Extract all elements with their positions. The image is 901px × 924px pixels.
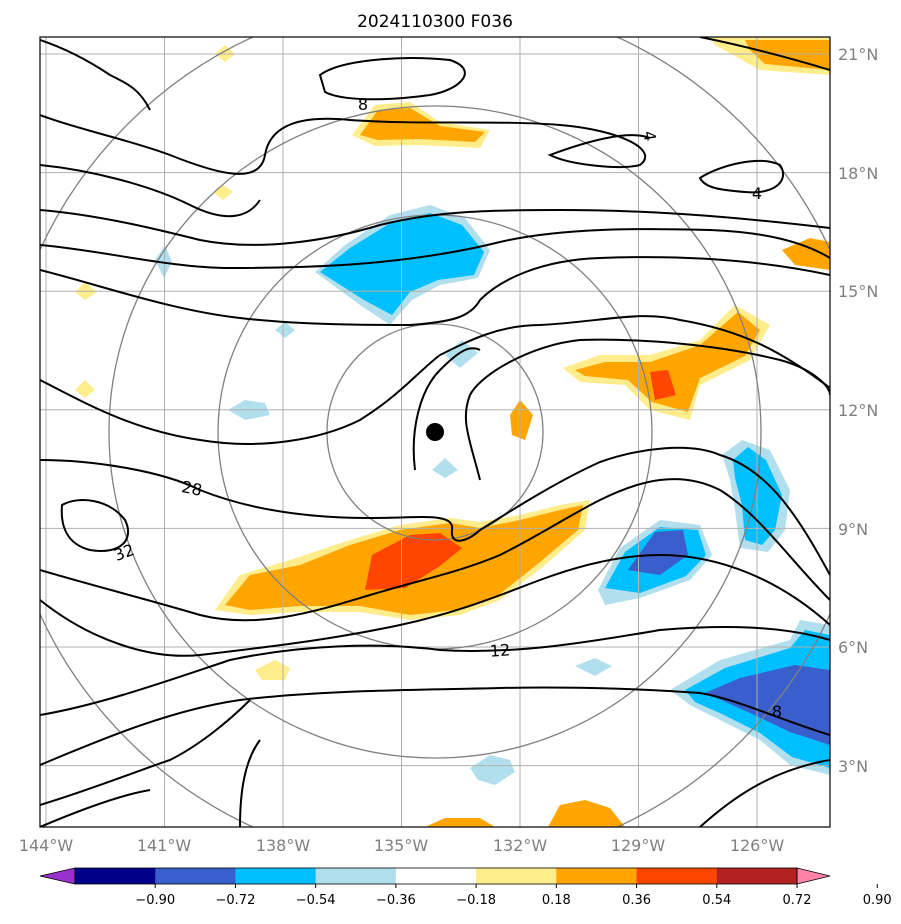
colorbar-label: 0.54 [702,893,731,908]
storm-center-marker [426,423,444,441]
colorbar-segment [395,868,477,884]
contour-line [699,37,830,71]
negative-patch-small-3 [575,658,612,676]
range-ring-3 [108,105,762,759]
contour-label-4-east: 4 [752,184,762,203]
lon-tick-label: 141°W [137,836,192,855]
contour-line [40,39,151,111]
lat-tick-label: 6°N [838,638,868,657]
negative-patch-small-5 [432,458,458,478]
lon-tick-label: 138°W [256,836,311,855]
lat-tick-label: 3°N [838,757,868,776]
colorbar-extend-high [796,867,831,885]
colorbar-frame [74,867,798,885]
lon-tick-label: 144°W [19,836,74,855]
contour-label-8-north: 8 [358,95,368,114]
positive-patch-south [548,800,625,827]
colorbar: −0.90 −0.72 −0.54 −0.36 −0.18 0.18 0.36 0.54 0.7… [39,867,892,908]
lat-tick-label: 12°N [838,401,878,420]
contour-line [412,347,481,471]
contour-line [318,57,466,101]
colorbar-label: −0.90 [135,893,175,908]
contour-label-8-south: 8 [772,702,782,721]
positive-dot-3 [75,380,95,398]
contour-line [40,228,830,270]
positive-patch-ne-inner [745,40,830,70]
contour-line [699,759,830,827]
positive-patch-small-2 [255,660,290,680]
negative-patch-small-2 [470,755,515,785]
contour-line [698,159,785,194]
lat-tick-labels: 21°N 18°N 15°N 12°N 9°N 6°N 3°N [838,45,878,776]
contour-line [40,208,830,246]
contour-line [40,626,830,716]
lat-tick-label: 21°N [838,45,878,64]
lat-tick-label: 15°N [838,282,878,301]
contour-label-4-ne: 4 [639,129,659,142]
positive-patch-east-inner [575,312,760,412]
contour-label-12: 12 [489,640,511,660]
positive-patch-north-inner [360,108,485,142]
contour-line [40,789,151,827]
contour-label-28: 28 [180,477,204,500]
colorbar-label: −0.18 [456,893,496,908]
contour-line [40,478,830,622]
colorbar-segment [235,868,317,884]
contour-line [40,114,651,175]
contour-line [40,315,830,445]
lat-tick-label: 9°N [838,520,868,539]
colorbar-segment [75,868,156,884]
colorbar-segment [155,868,236,884]
contour-line [239,739,261,827]
negative-patch-small-7 [275,322,295,338]
contours [40,37,830,827]
map-frame [39,36,831,828]
colorbar-label: 0.72 [783,893,812,908]
colorbar-segment [716,868,798,884]
contour-line [40,164,261,218]
shading-layer [75,37,830,827]
colorbar-segment [315,868,397,884]
positive-core [365,533,462,590]
colorbar-label: −0.36 [376,893,416,908]
chart-title: 2024110300 F036 [357,12,513,32]
colorbar-label: 0.36 [622,893,651,908]
negative-patch-mid-core [628,530,688,575]
negative-patch-small-6 [155,245,172,278]
contour-line [40,553,830,657]
colorbar-label: 0.90 [863,893,892,908]
lon-tick-label: 135°W [374,836,429,855]
colorbar-label: −0.72 [216,893,256,908]
lon-tick-label: 126°W [730,836,785,855]
contour-line [60,499,130,552]
lon-tick-labels: 144°W 141°W 138°W 135°W 132°W 129°W 126°… [19,836,785,855]
positive-patch-right [782,238,830,270]
colorbar-segment [636,868,718,884]
contour-line [40,686,830,766]
negative-patch-small-4 [445,340,478,368]
colorbar-label: −0.54 [296,893,336,908]
contour-line [40,446,830,576]
positive-patch-south-2 [425,818,495,827]
colorbar-segment [556,868,638,884]
colorbar-segment [476,868,557,884]
contour-line [40,699,251,806]
positive-patch-east-core [650,370,676,400]
lon-tick-label: 132°W [493,836,548,855]
map-area [40,37,830,827]
contour-line [464,338,830,481]
colorbar-extend-low [39,867,76,885]
lat-tick-label: 18°N [838,164,878,183]
colorbar-label: 0.18 [542,893,571,908]
lon-tick-label: 129°W [611,836,666,855]
contour-line [40,256,830,327]
